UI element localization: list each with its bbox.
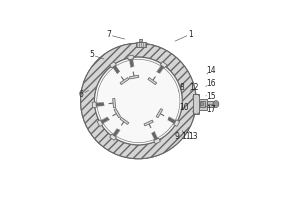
- Text: 8: 8: [179, 83, 184, 92]
- Text: 17: 17: [206, 105, 215, 114]
- Polygon shape: [160, 62, 167, 68]
- Polygon shape: [128, 55, 134, 60]
- Text: 15: 15: [206, 92, 215, 101]
- Bar: [136, 42, 146, 47]
- Polygon shape: [148, 78, 157, 85]
- Polygon shape: [154, 138, 160, 144]
- Circle shape: [201, 103, 204, 106]
- Text: 5: 5: [89, 50, 94, 59]
- Polygon shape: [144, 120, 153, 126]
- Polygon shape: [110, 134, 116, 140]
- Text: 16: 16: [206, 79, 215, 88]
- Ellipse shape: [214, 102, 217, 106]
- Circle shape: [94, 57, 182, 145]
- Text: 6: 6: [79, 90, 84, 99]
- Text: 9: 9: [174, 132, 179, 141]
- Text: 11: 11: [181, 132, 191, 141]
- Polygon shape: [120, 117, 129, 124]
- Text: 13: 13: [188, 132, 198, 141]
- Polygon shape: [110, 62, 116, 68]
- Polygon shape: [120, 78, 129, 85]
- Polygon shape: [129, 75, 139, 79]
- Polygon shape: [97, 120, 103, 126]
- Text: 12: 12: [189, 83, 199, 92]
- Text: 14: 14: [206, 66, 215, 75]
- Polygon shape: [156, 109, 163, 118]
- Circle shape: [81, 43, 196, 159]
- Ellipse shape: [213, 101, 219, 107]
- Bar: [200, 101, 205, 107]
- Bar: [207, 101, 213, 107]
- Wedge shape: [81, 43, 196, 159]
- Bar: [199, 99, 207, 110]
- Polygon shape: [113, 98, 116, 108]
- Polygon shape: [92, 102, 96, 108]
- Text: 7: 7: [106, 30, 111, 39]
- Bar: [139, 39, 142, 42]
- Polygon shape: [174, 120, 180, 126]
- Polygon shape: [114, 109, 121, 118]
- Bar: [193, 94, 199, 114]
- Text: 10: 10: [179, 103, 189, 112]
- Text: 1: 1: [188, 30, 193, 39]
